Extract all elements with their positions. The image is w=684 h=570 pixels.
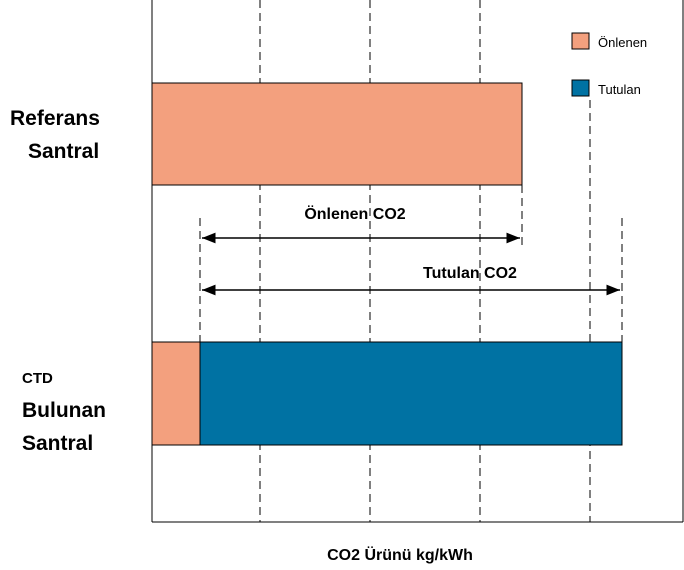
bar-captured xyxy=(199,341,623,446)
legend-swatch xyxy=(571,79,590,97)
row-label: Santral xyxy=(22,432,93,455)
row-label: CTD xyxy=(22,370,53,387)
row-label: Referans xyxy=(10,107,100,130)
legend-swatch xyxy=(571,32,590,50)
annotation: Tutulan CO2 xyxy=(423,265,517,282)
legend-label: Önlenen xyxy=(598,35,647,50)
bar-prevented xyxy=(151,341,201,446)
annotation: Önlenen CO2 xyxy=(304,204,405,223)
legend-label: Tutulan xyxy=(598,82,641,97)
row-label: Bulunan xyxy=(22,399,106,422)
row-label: Santral xyxy=(28,140,99,163)
bar-reference xyxy=(151,82,523,186)
x-axis-label: CO2 Ürünü kg/kWh xyxy=(327,545,473,564)
